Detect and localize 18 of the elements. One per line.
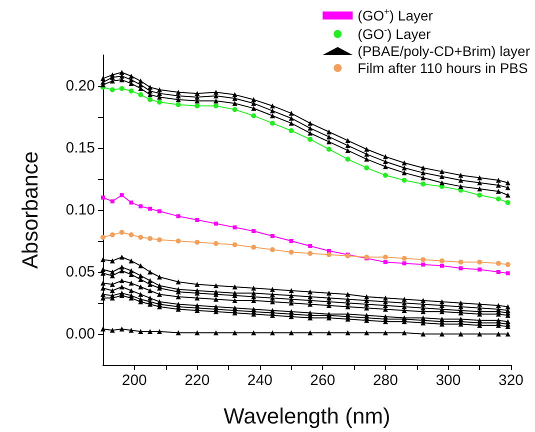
x-tick-label: 300 xyxy=(436,372,461,389)
x-tick-label: 320 xyxy=(498,372,524,389)
y-tick-label: 0.05 xyxy=(66,264,95,280)
y-tick-label: 0.10 xyxy=(66,202,95,218)
legend-label: (GO+) Layer xyxy=(358,6,434,24)
legend-label: (GO-) Layer xyxy=(358,25,432,42)
x-tick-label: 240 xyxy=(247,372,272,389)
x-tick-label: 220 xyxy=(184,372,210,389)
y-tick-label: 0.20 xyxy=(66,78,95,94)
x-tick-label: 200 xyxy=(122,372,147,389)
legend-label: Film after 110 hours in PBS xyxy=(358,60,528,76)
x-tick-label: 260 xyxy=(310,372,336,389)
y-axis-title: Absorbance xyxy=(18,151,42,269)
x-axis-title: Wavelength (nm) xyxy=(224,404,390,428)
y-tick-label: 0.15 xyxy=(66,140,95,156)
legend-label: (PBAE/poly-CD+Brim) layer xyxy=(358,43,530,59)
x-tick-label: 280 xyxy=(372,372,398,389)
y-tick-label: 0.00 xyxy=(66,326,95,342)
